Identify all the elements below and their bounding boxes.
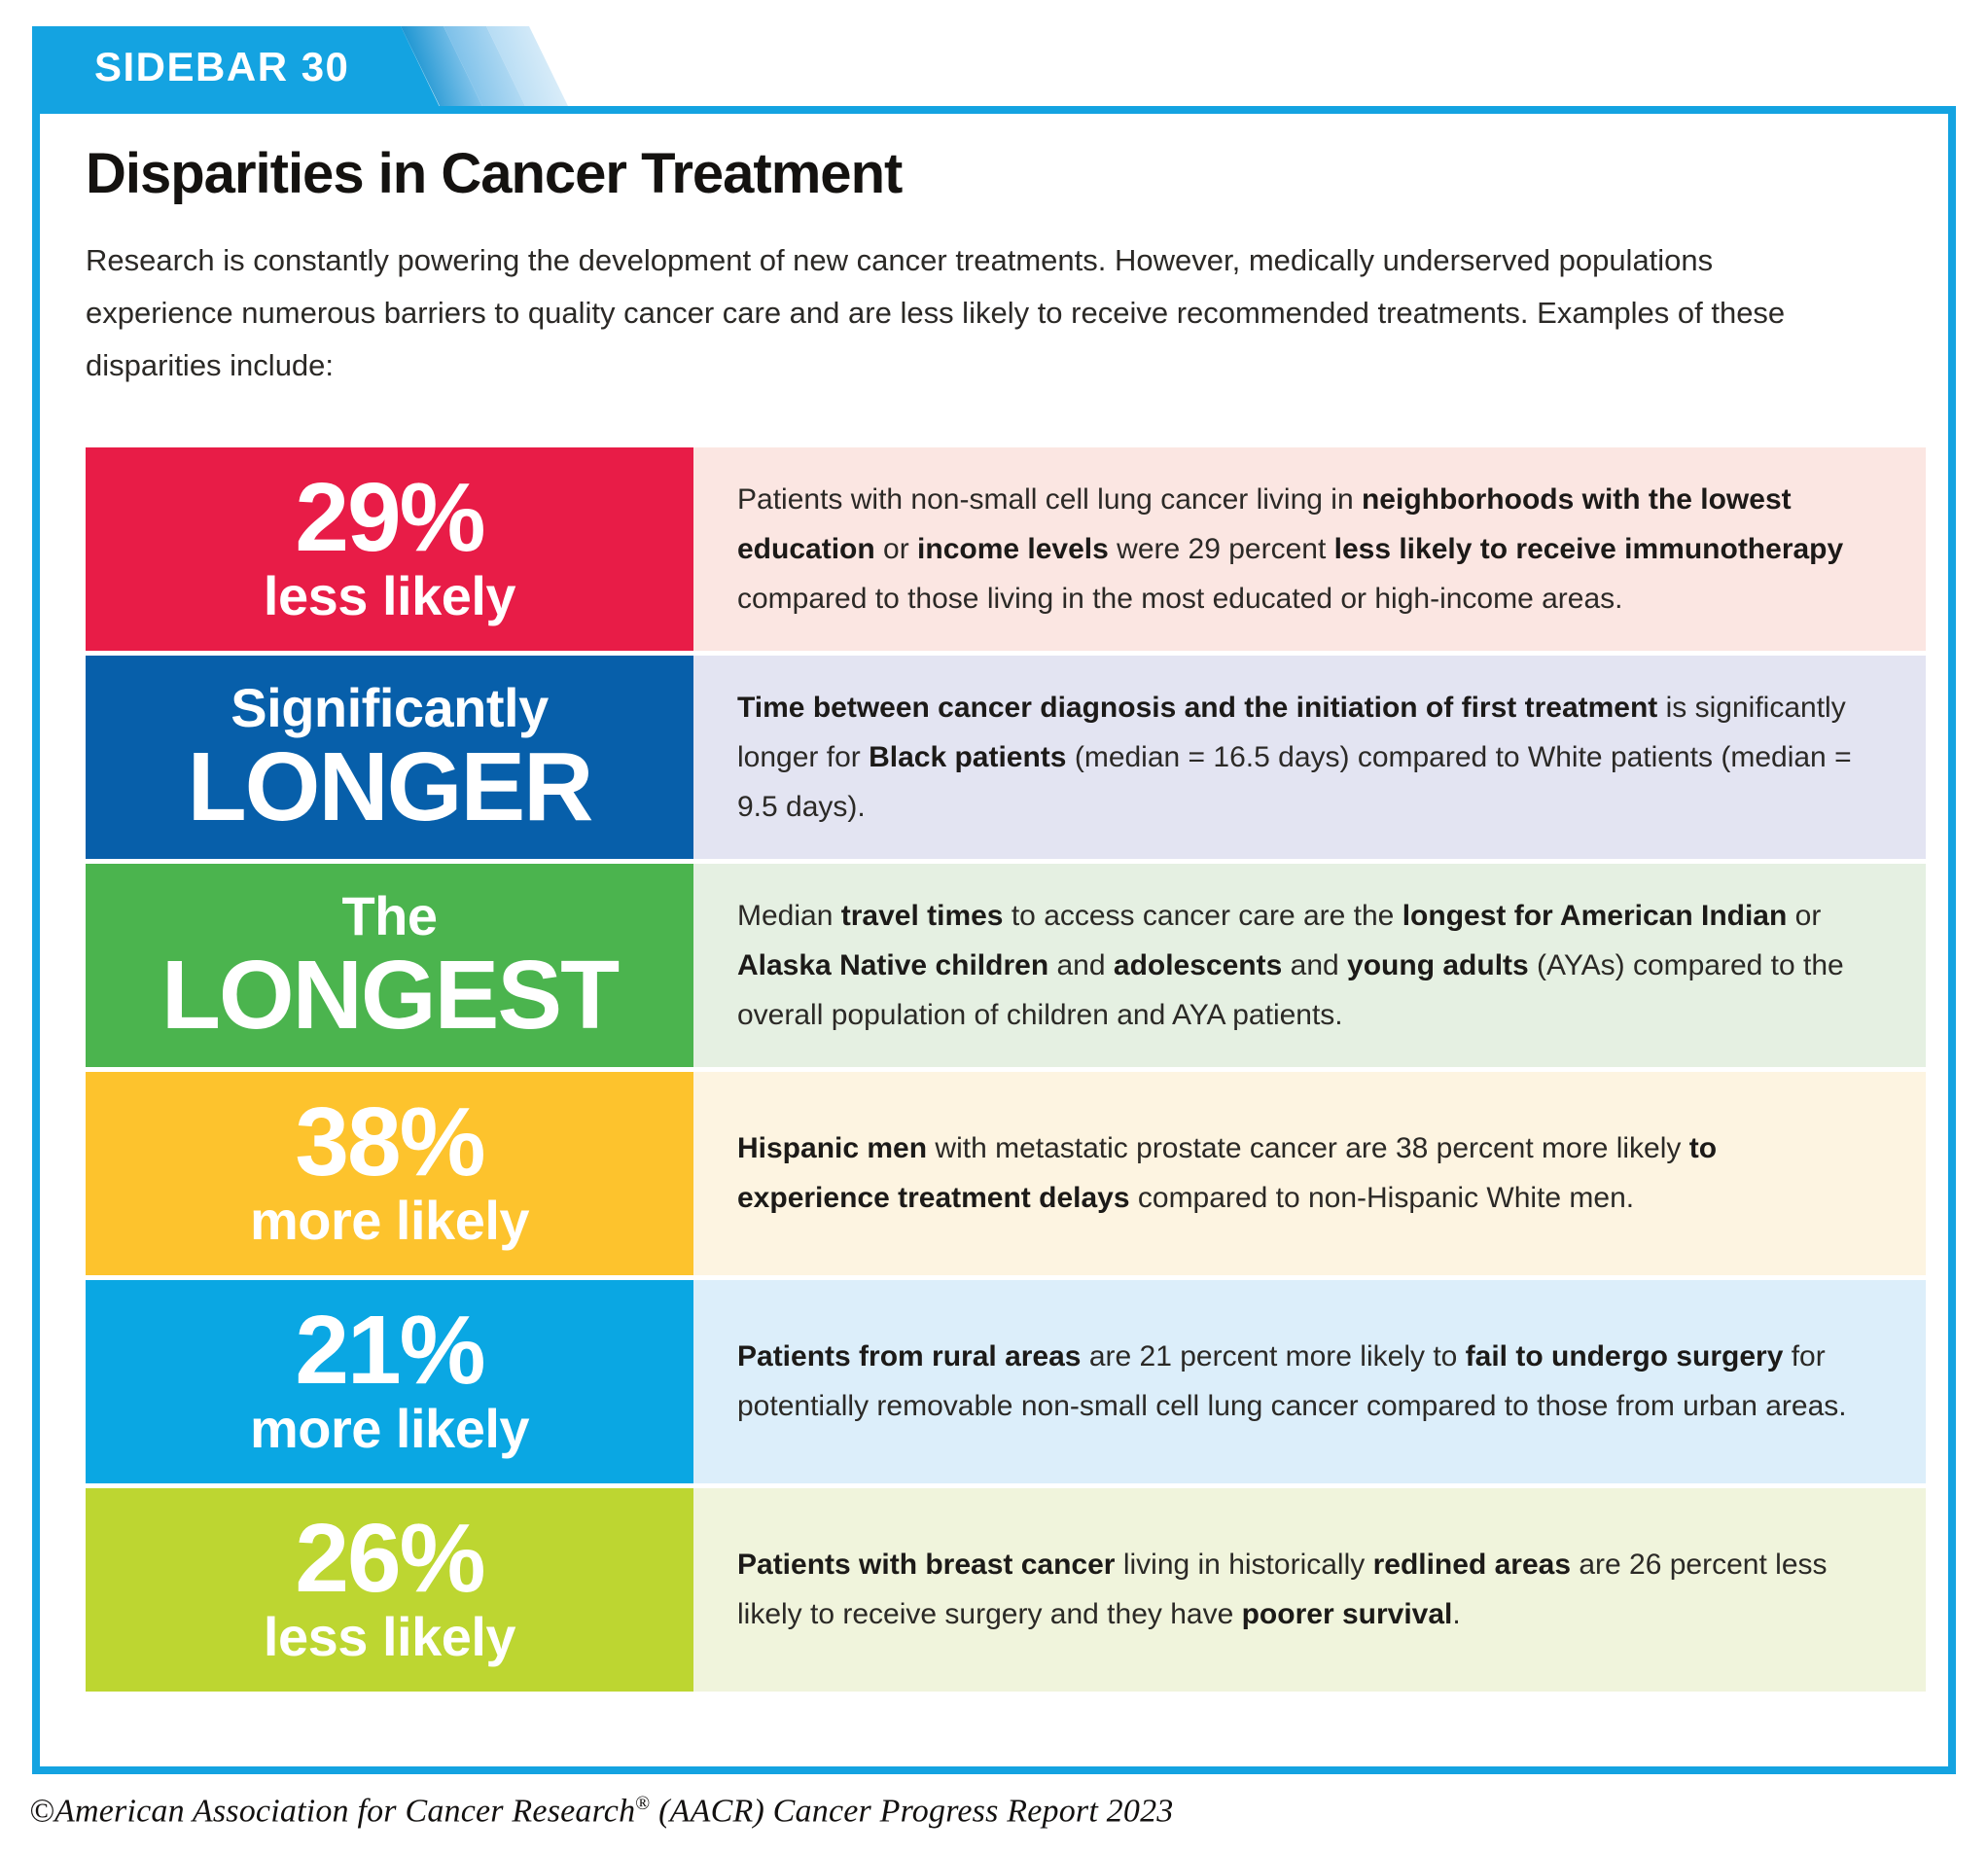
stat-box: Significantly LONGER	[86, 655, 693, 859]
intro-text: Research is constantly powering the deve…	[86, 242, 1786, 383]
copyright-footer: ©American Association for Cancer Researc…	[29, 1793, 1173, 1830]
stat-box: 26% less likely	[86, 1487, 693, 1692]
description-box: Patients with breast cancer living in hi…	[693, 1487, 1926, 1692]
stat-line1: 21%	[295, 1296, 485, 1406]
sidebar-tab: SIDEBAR 30	[32, 26, 771, 107]
copyright-text-post: (AACR) Cancer Progress Report 2023	[650, 1793, 1174, 1830]
description-text: Median travel times to access cancer car…	[737, 899, 1844, 1031]
description-text: Hispanic men with metastatic prostate ca…	[737, 1132, 1718, 1215]
stat-line2: more likely	[249, 1190, 530, 1252]
sidebar-tab-body: SIDEBAR 30	[32, 26, 440, 107]
description-text: Patients with breast cancer living in hi…	[737, 1549, 1828, 1631]
disparity-row: 21% more likely Patients from rural area…	[86, 1279, 1926, 1483]
stat-line2: more likely	[249, 1398, 530, 1460]
stat-line2: LONGEST	[160, 940, 620, 1050]
description-box: Time between cancer diagnosis and the in…	[693, 655, 1926, 859]
stat-line2: less likely	[263, 1606, 516, 1668]
stat-box: 38% more likely	[86, 1071, 693, 1275]
stat-line1: 26%	[295, 1504, 485, 1614]
registered-mark: ®	[635, 1793, 651, 1814]
description-box: Median travel times to access cancer car…	[693, 863, 1926, 1067]
disparity-row: The LONGEST Median travel times to acces…	[86, 863, 1926, 1067]
stat-box: The LONGEST	[86, 863, 693, 1067]
stat-line1: 38%	[295, 1087, 485, 1197]
stat-line1: Significantly	[231, 677, 549, 739]
description-box: Hispanic men with metastatic prostate ca…	[693, 1071, 1926, 1275]
description-text: Time between cancer diagnosis and the in…	[737, 691, 1852, 823]
copyright-text-pre: ©American Association for Cancer Researc…	[29, 1793, 636, 1830]
stat-line1: 29%	[295, 463, 485, 573]
sidebar-tab-label: SIDEBAR 30	[94, 43, 350, 89]
disparity-row: 29% less likely Patients with non-small …	[86, 446, 1926, 651]
stat-box: 29% less likely	[86, 446, 693, 651]
stat-box: 21% more likely	[86, 1279, 693, 1483]
disparity-rows: 29% less likely Patients with non-small …	[86, 446, 1926, 1692]
description-text: Patients from rural areas are 21 percent…	[737, 1340, 1847, 1423]
stat-line1: The	[341, 885, 438, 947]
disparity-row: Significantly LONGER Time between cancer…	[86, 655, 1926, 859]
disparity-row: 26% less likely Patients with breast can…	[86, 1487, 1926, 1692]
stat-line2: LONGER	[187, 731, 594, 841]
disparity-row: 38% more likely Hispanic men with metast…	[86, 1071, 1926, 1275]
page-title: Disparities in Cancer Treatment	[86, 142, 903, 205]
description-text: Patients with non-small cell lung cancer…	[737, 482, 1844, 615]
content-panel: Disparities in Cancer Treatment Research…	[32, 106, 1956, 1774]
description-box: Patients with non-small cell lung cancer…	[693, 446, 1926, 651]
description-box: Patients from rural areas are 21 percent…	[693, 1279, 1926, 1483]
stat-line2: less likely	[263, 565, 516, 627]
